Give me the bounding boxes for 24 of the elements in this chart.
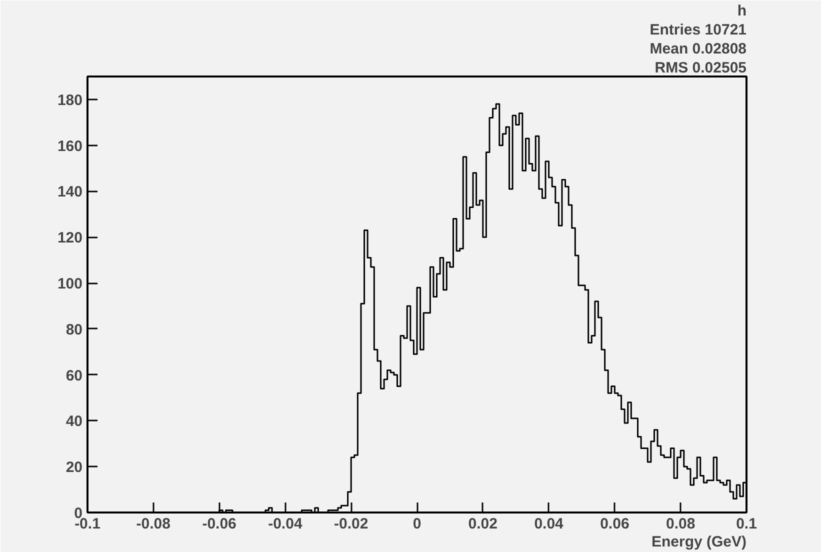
text: Entries 10721 <box>650 22 747 38</box>
y-tick-label: 20 <box>66 459 83 476</box>
y-tick-label: 140 <box>57 184 83 201</box>
text: RMS 0.02505 <box>654 60 747 76</box>
x-axis-title: Energy (GeV) <box>651 534 747 550</box>
x-tick-label: -0.02 <box>334 516 368 532</box>
y-tick-label: 180 <box>57 92 83 109</box>
y-tick-label: 40 <box>66 413 83 430</box>
y-tick-label: 80 <box>66 321 83 338</box>
y-tick-label: 160 <box>57 138 83 155</box>
x-tick-label: -0.06 <box>202 516 236 532</box>
x-tick-label: 0.1 <box>736 516 757 532</box>
y-tick-label: 120 <box>57 230 83 247</box>
x-tick-label: 0.08 <box>666 516 696 532</box>
x-tick-label: 0.04 <box>534 516 564 532</box>
x-tick-label: -0.04 <box>268 516 303 532</box>
x-tick-label: -0.08 <box>136 516 171 532</box>
x-tick-label: 0.02 <box>468 516 498 532</box>
x-tick-label: 0 <box>412 516 422 532</box>
text: Mean 0.02808 <box>650 40 747 58</box>
text: h <box>737 2 747 20</box>
y-tick-label: 60 <box>66 367 83 384</box>
y-tick-label: 100 <box>57 276 83 293</box>
x-tick-label: 0.06 <box>600 516 630 532</box>
